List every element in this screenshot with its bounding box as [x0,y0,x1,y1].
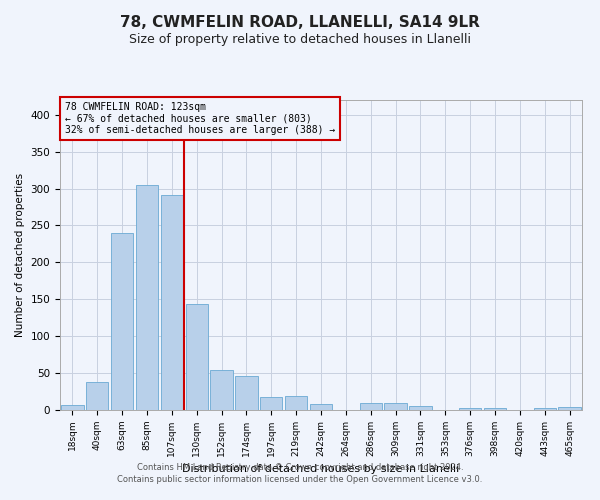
Bar [235,376,257,410]
Text: 78 CWMFELIN ROAD: 123sqm
← 67% of detached houses are smaller (803)
32% of semi-: 78 CWMFELIN ROAD: 123sqm ← 67% of detach… [65,102,335,136]
Bar [559,407,581,410]
Bar [211,370,233,410]
Bar [533,408,556,410]
Bar [359,402,382,410]
Bar [185,304,208,410]
Bar [260,398,283,410]
Y-axis label: Number of detached properties: Number of detached properties [15,173,25,337]
Text: Contains public sector information licensed under the Open Government Licence v3: Contains public sector information licen… [118,475,482,484]
X-axis label: Distribution of detached houses by size in Llanelli: Distribution of detached houses by size … [182,464,460,474]
Bar [310,404,332,410]
Text: 78, CWMFELIN ROAD, LLANELLI, SA14 9LR: 78, CWMFELIN ROAD, LLANELLI, SA14 9LR [120,15,480,30]
Bar [484,408,506,410]
Bar [136,185,158,410]
Bar [409,406,431,410]
Text: Contains HM Land Registry data © Crown copyright and database right 2024.: Contains HM Land Registry data © Crown c… [137,464,463,472]
Bar [285,396,307,410]
Bar [385,402,407,410]
Bar [459,408,481,410]
Bar [61,405,83,410]
Text: Size of property relative to detached houses in Llanelli: Size of property relative to detached ho… [129,32,471,46]
Bar [161,195,183,410]
Bar [111,233,133,410]
Bar [86,382,109,410]
